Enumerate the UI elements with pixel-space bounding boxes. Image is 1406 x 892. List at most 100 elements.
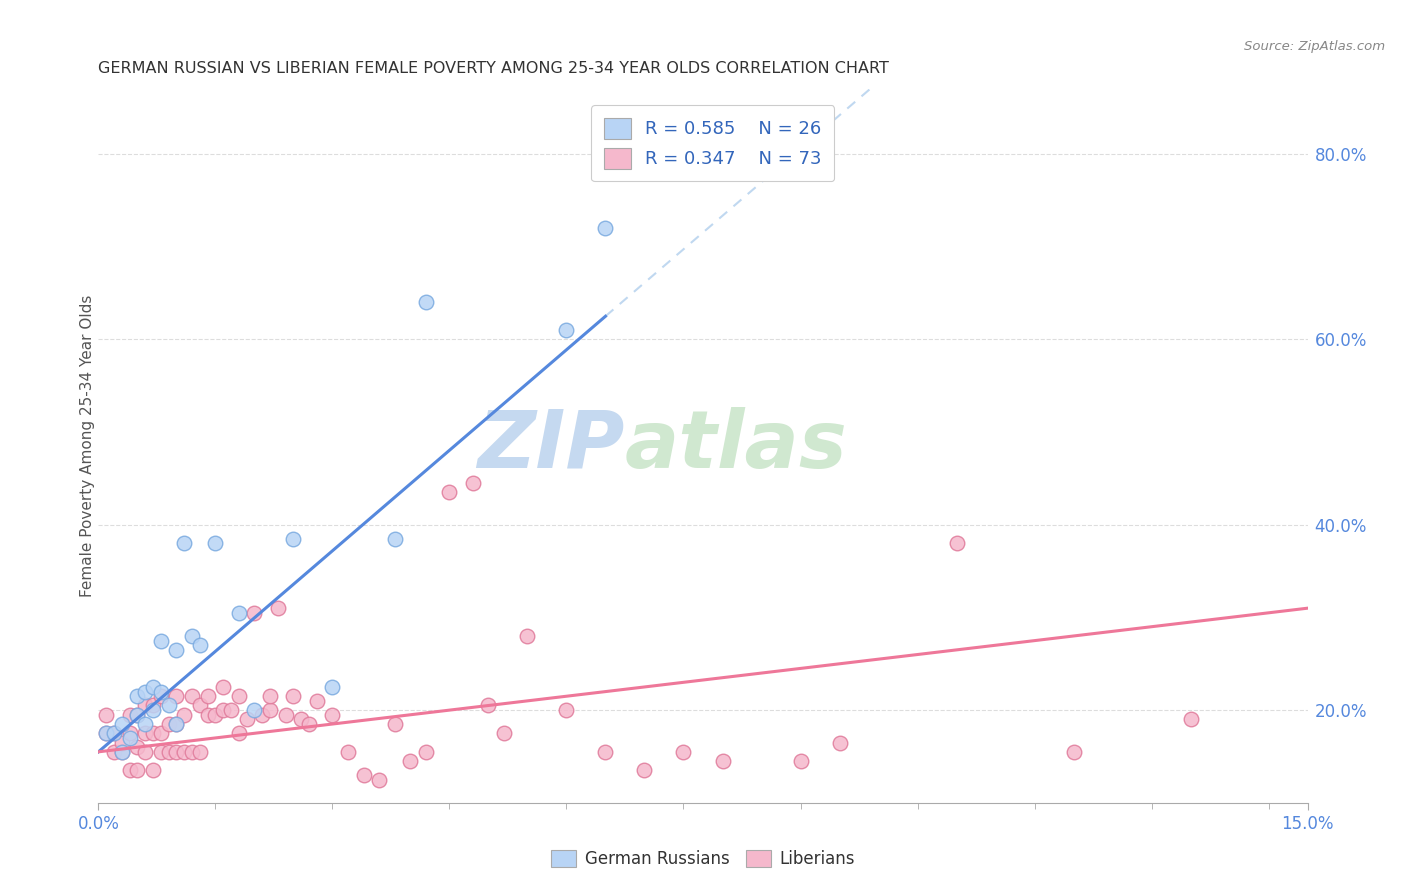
Point <box>243 703 266 717</box>
Point <box>197 690 219 704</box>
Point <box>1063 745 1085 759</box>
Point <box>149 684 172 698</box>
Point <box>96 707 118 722</box>
Point <box>181 629 204 643</box>
Point <box>111 745 134 759</box>
Legend: German Russians, Liberians: German Russians, Liberians <box>544 843 862 875</box>
Point <box>103 745 125 759</box>
Point <box>243 606 266 620</box>
Point <box>439 485 461 500</box>
Point <box>103 726 125 740</box>
Point <box>142 680 165 694</box>
Point <box>165 690 187 704</box>
Point <box>672 745 695 759</box>
Point <box>181 745 204 759</box>
Text: GERMAN RUSSIAN VS LIBERIAN FEMALE POVERTY AMONG 25-34 YEAR OLDS CORRELATION CHAR: GERMAN RUSSIAN VS LIBERIAN FEMALE POVERT… <box>98 61 890 76</box>
Point <box>399 754 422 768</box>
Point <box>165 745 187 759</box>
Point <box>157 745 180 759</box>
Point <box>384 717 406 731</box>
Point <box>274 707 297 722</box>
Point <box>188 698 211 713</box>
Point <box>111 745 134 759</box>
Point <box>96 726 118 740</box>
Point <box>134 717 156 731</box>
Point <box>157 698 180 713</box>
Point <box>228 690 250 704</box>
Point <box>204 536 226 550</box>
Point <box>945 536 967 550</box>
Point <box>142 698 165 713</box>
Point <box>228 726 250 740</box>
Point <box>134 726 156 740</box>
Text: atlas: atlas <box>624 407 848 485</box>
Text: ZIP: ZIP <box>477 407 624 485</box>
Point <box>384 532 406 546</box>
Point <box>165 717 187 731</box>
Point <box>228 606 250 620</box>
Point <box>149 633 172 648</box>
Point <box>259 690 281 704</box>
Point <box>259 703 281 717</box>
Y-axis label: Female Poverty Among 25-34 Year Olds: Female Poverty Among 25-34 Year Olds <box>80 295 94 597</box>
Point <box>252 707 274 722</box>
Point <box>134 684 156 698</box>
Point <box>127 707 149 722</box>
Point <box>142 726 165 740</box>
Point <box>142 764 165 778</box>
Point <box>134 745 156 759</box>
Point <box>828 735 851 749</box>
Text: Source: ZipAtlas.com: Source: ZipAtlas.com <box>1244 40 1385 54</box>
Point <box>305 694 328 708</box>
Point <box>290 712 312 726</box>
Point <box>181 690 204 704</box>
Point <box>337 745 360 759</box>
Point <box>142 703 165 717</box>
Point <box>118 731 141 745</box>
Point <box>461 476 484 491</box>
Point <box>477 698 499 713</box>
Point <box>283 690 305 704</box>
Point <box>368 772 391 787</box>
Legend: R = 0.585    N = 26, R = 0.347    N = 73: R = 0.585 N = 26, R = 0.347 N = 73 <box>591 105 834 181</box>
Point <box>516 629 538 643</box>
Point <box>595 745 617 759</box>
Point <box>127 740 149 755</box>
Point <box>149 726 172 740</box>
Point <box>165 717 187 731</box>
Point <box>173 707 195 722</box>
Point <box>235 712 257 726</box>
Point <box>555 323 578 337</box>
Point <box>118 726 141 740</box>
Point <box>415 295 437 310</box>
Point <box>633 764 655 778</box>
Point <box>283 532 305 546</box>
Point <box>267 601 290 615</box>
Point <box>111 735 134 749</box>
Point <box>415 745 437 759</box>
Point <box>595 221 617 235</box>
Point <box>204 707 226 722</box>
Point <box>321 707 343 722</box>
Point <box>1180 712 1202 726</box>
Point <box>118 707 141 722</box>
Point <box>173 536 195 550</box>
Point <box>555 703 578 717</box>
Point <box>103 726 125 740</box>
Point <box>789 754 811 768</box>
Point <box>149 745 172 759</box>
Point <box>134 698 156 713</box>
Point <box>298 717 321 731</box>
Point <box>118 764 141 778</box>
Point <box>219 703 242 717</box>
Point <box>165 643 187 657</box>
Point <box>96 726 118 740</box>
Point <box>353 768 375 782</box>
Point <box>127 690 149 704</box>
Point <box>494 726 516 740</box>
Point <box>127 707 149 722</box>
Point <box>197 707 219 722</box>
Point <box>149 690 172 704</box>
Point <box>212 703 235 717</box>
Point <box>173 745 195 759</box>
